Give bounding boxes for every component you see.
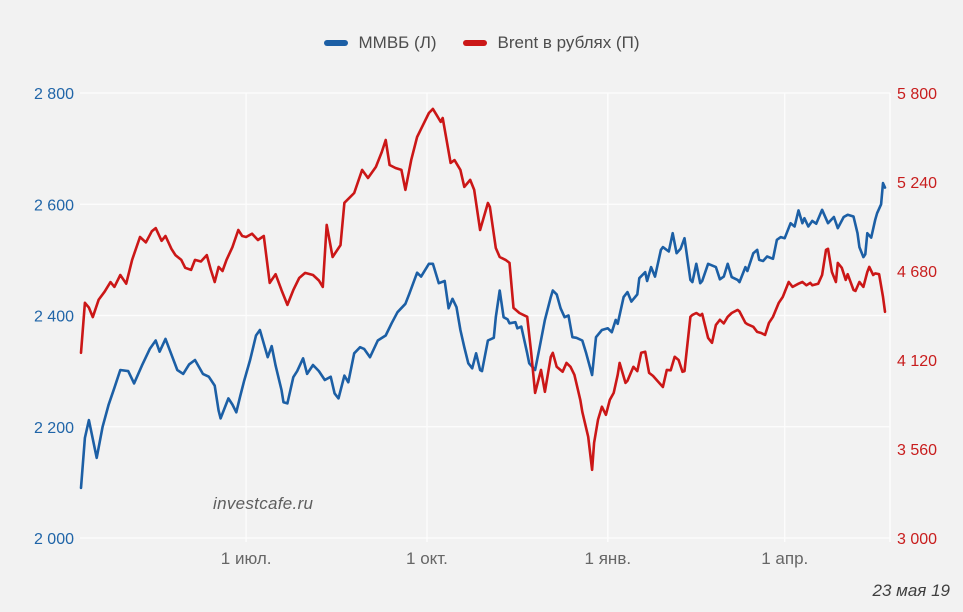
legend-label-brent: Brent в рублях (П) — [497, 33, 640, 52]
y-left-tick-label: 2 000 — [34, 531, 74, 548]
series-line-1 — [79, 107, 887, 472]
legend-item-brent[interactable]: Brent в рублях (П) — [462, 33, 640, 53]
series-line-0 — [79, 181, 887, 490]
x-tick-label: 1 апр. — [761, 549, 808, 568]
y-right-tick-label: 5 800 — [897, 86, 937, 103]
watermark: investcafe.ru — [213, 494, 314, 513]
y-left-tick-label: 2 200 — [34, 420, 74, 437]
legend: ММВБ (Л) Brent в рублях (П) — [0, 33, 963, 53]
y-right-tick-label: 3 000 — [897, 531, 937, 548]
legend-swatch-mmvb-icon — [323, 40, 348, 46]
y-left-tick-label: 2 400 — [34, 309, 74, 326]
y-left-tick-label: 2 600 — [34, 197, 74, 214]
y-right-tick-label: 5 240 — [897, 175, 937, 192]
date-stamp: 23 мая 19 — [872, 581, 950, 600]
x-tick-label: 1 июл. — [221, 549, 272, 568]
x-tick-label: 1 янв. — [585, 549, 632, 568]
y-right-tick-label: 4 120 — [897, 353, 937, 370]
legend-swatch-brent-icon — [462, 40, 487, 46]
legend-label-mmvb: ММВБ (Л) — [358, 33, 437, 52]
y-right-tick-label: 3 560 — [897, 442, 937, 459]
y-left-tick-label: 2 800 — [34, 86, 74, 103]
y-right-tick-label: 4 680 — [897, 264, 937, 281]
legend-item-mmvb[interactable]: ММВБ (Л) — [323, 33, 437, 53]
x-tick-label: 1 окт. — [406, 549, 448, 568]
